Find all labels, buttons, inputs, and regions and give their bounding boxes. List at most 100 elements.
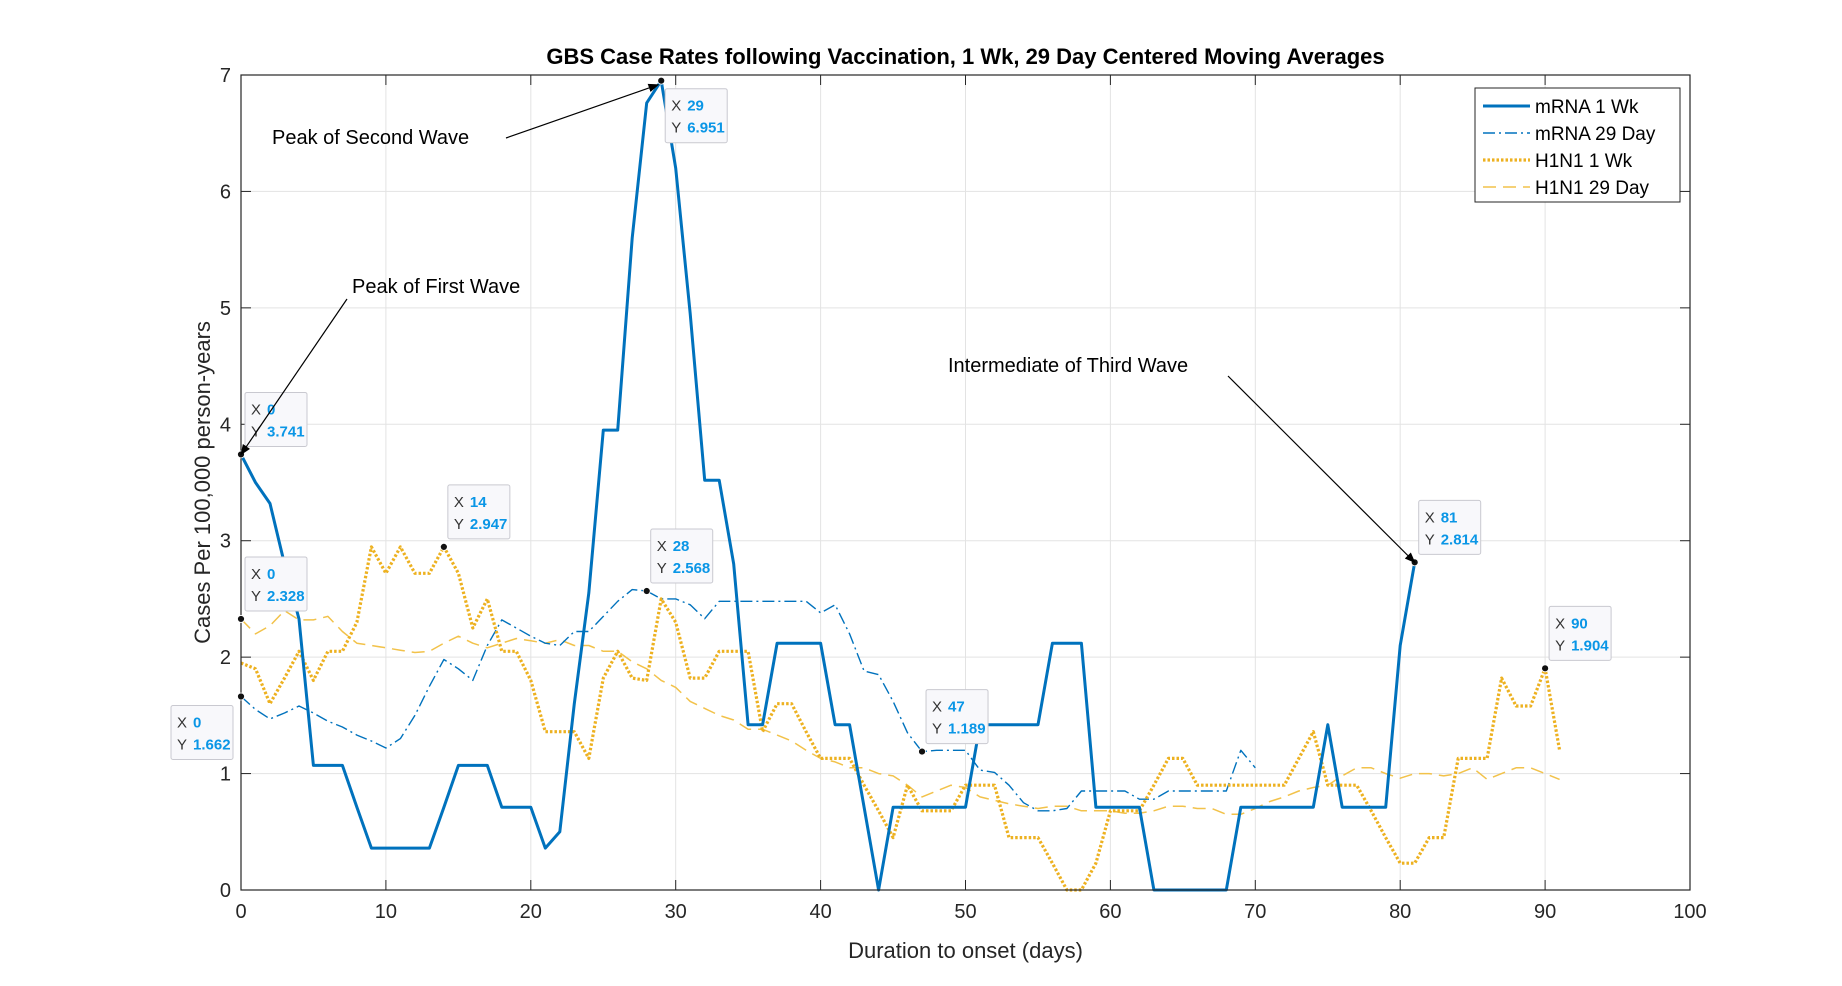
- x-tick-label: 100: [1673, 901, 1706, 923]
- datatip-x-value: 14: [470, 494, 487, 511]
- y-tick-label: 5: [220, 298, 231, 320]
- datatip-box: [1548, 605, 1612, 661]
- datatip-x-key: X: [251, 566, 261, 583]
- datatip-marker: [657, 76, 666, 85]
- datatip-box: [244, 556, 308, 612]
- y-tick-label: 3: [220, 531, 231, 553]
- y-tick-label: 4: [220, 414, 231, 436]
- grid-lines: [241, 75, 1690, 890]
- datatip[interactable]: X 90 Y 1.904: [1541, 605, 1612, 673]
- datatip-box: [170, 704, 234, 760]
- annotation: Peak of Second Wave: [272, 83, 660, 149]
- datatip-x-value: 28: [673, 538, 690, 555]
- datatip[interactable]: X 0Y 2.328: [237, 556, 308, 623]
- x-tick-label: 90: [1534, 901, 1556, 923]
- x-tick-label: 40: [809, 901, 831, 923]
- datatip-y-value: 1.662: [193, 736, 231, 753]
- datatip-marker: [439, 542, 448, 551]
- annotation: Intermediate of Third Wave: [948, 355, 1416, 564]
- legend-label: mRNA 1 Wk: [1535, 97, 1639, 118]
- x-tick-label: 80: [1389, 901, 1411, 923]
- datatip-y-key: Y: [1425, 531, 1435, 548]
- annotations: Peak of First Wave Peak of Second Wave Int…: [240, 83, 1416, 564]
- legend-label: H1N1 29 Day: [1535, 178, 1650, 199]
- datatip-x-key: X: [1425, 509, 1435, 526]
- datatip[interactable]: X 14 Y 2.947: [439, 484, 511, 551]
- datatip[interactable]: X 81 Y 2.814: [1410, 499, 1482, 567]
- legend-item[interactable]: H1N1 29 Day: [1483, 178, 1650, 199]
- datatip-y-value: 2.814: [1441, 531, 1479, 548]
- series-line-1: [240, 588, 1256, 812]
- datatip-x-value: 29: [687, 98, 704, 115]
- datatip-box: [664, 88, 728, 144]
- datatip-box: [1418, 499, 1482, 555]
- legend-label: mRNA 29 Day: [1535, 124, 1656, 145]
- datatip[interactable]: X 0Y 3.741: [237, 391, 308, 459]
- datatip-x-value: 0: [193, 714, 201, 731]
- annotation-text: Peak of Second Wave: [272, 127, 469, 149]
- datatip-y-key: Y: [177, 736, 187, 753]
- legend-item[interactable]: H1N1 1 Wk: [1483, 151, 1633, 172]
- y-tick-label: 0: [220, 880, 231, 902]
- annotation-arrow: [505, 83, 660, 139]
- x-tick-label: 20: [520, 901, 542, 923]
- datatip-marker: [1541, 664, 1549, 673]
- datatip-x-key: X: [454, 494, 464, 511]
- datatip-marker: [642, 587, 651, 595]
- datatip-x-key: X: [671, 98, 681, 115]
- x-tick-label: 70: [1244, 901, 1266, 923]
- legend-label: H1N1 1 Wk: [1535, 151, 1633, 172]
- datatip-box: [650, 528, 714, 584]
- datatip-x-key: X: [177, 714, 187, 731]
- datatip-x-value: 90: [1571, 615, 1588, 632]
- datatip-y-value: 6.951: [687, 120, 725, 137]
- annotation-arrow: [1227, 375, 1416, 564]
- datatip-y-value: 2.947: [470, 516, 508, 533]
- legend-item[interactable]: mRNA 1 Wk: [1483, 97, 1639, 118]
- tick-labels: 0 10 20 30 40 50 60 70 80 90 100 0 1 2 3 4 5 6 7: [220, 65, 1707, 923]
- datatip-y-value: 1.904: [1571, 637, 1609, 654]
- annotation: Peak of First Wave: [240, 276, 520, 456]
- datatip-x-value: 0: [267, 566, 275, 583]
- datatip-x-value: 81: [1441, 509, 1458, 526]
- datatip[interactable]: X 28 Y 2.568: [642, 528, 714, 595]
- annotation-text: Peak of First Wave: [352, 276, 520, 298]
- y-tick-label: 1: [220, 764, 231, 786]
- datatip-x-value: 47: [948, 699, 965, 716]
- datatip-box: [925, 689, 989, 745]
- legend-item[interactable]: mRNA 29 Day: [1483, 124, 1656, 145]
- datatip-y-value: 3.741: [267, 423, 305, 440]
- datatip-box: [244, 391, 308, 447]
- y-tick-label: 6: [220, 181, 231, 203]
- chart-title: GBS Case Rates following Vaccination, 1 …: [546, 44, 1384, 69]
- x-tick-label: 10: [375, 901, 397, 923]
- annotation-text: Intermediate of Third Wave: [948, 355, 1188, 377]
- datatip-x-key: X: [1555, 615, 1565, 632]
- datatip-y-key: Y: [454, 516, 464, 533]
- y-tick-label: 7: [220, 65, 231, 87]
- datatip[interactable]: X 29 Y 6.951: [657, 76, 728, 144]
- datatip-y-key: Y: [1555, 637, 1565, 654]
- y-tick-label: 2: [220, 647, 231, 669]
- x-tick-label: 50: [954, 901, 976, 923]
- datatip-y-key: Y: [251, 588, 261, 605]
- datatip[interactable]: X 0Y 1.662: [170, 692, 245, 760]
- datatip-y-value: 1.189: [948, 721, 986, 738]
- legend: mRNA 1 Wk mRNA 29 Day H1N1 1 Wk H1N1 29 Day: [1474, 87, 1681, 203]
- datatip-marker: [237, 615, 245, 623]
- x-tick-label: 30: [665, 901, 687, 923]
- datatip-y-key: Y: [657, 560, 667, 577]
- y-axis-label: Cases Per 100,000 person-years: [190, 321, 215, 644]
- datatip-y-key: Y: [932, 721, 942, 738]
- datatip-x-key: X: [932, 699, 942, 716]
- x-tick-label: 60: [1099, 901, 1121, 923]
- datatip-x-key: X: [657, 538, 667, 555]
- x-axis-label: Duration to onset (days): [848, 938, 1083, 963]
- datatip-box: [447, 484, 511, 540]
- datatip[interactable]: X 47 Y 1.189: [918, 689, 989, 756]
- datatip-x-key: X: [251, 401, 261, 418]
- datatip-marker: [918, 747, 926, 756]
- annotation-arrow: [240, 298, 348, 456]
